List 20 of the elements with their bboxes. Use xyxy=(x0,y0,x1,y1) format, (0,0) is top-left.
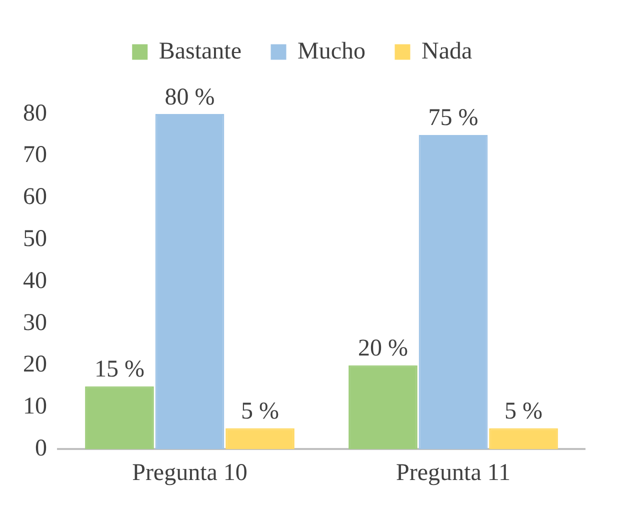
legend-label: Mucho xyxy=(298,38,366,64)
y-tick-label: 50 xyxy=(23,226,47,252)
y-tick-label: 80 xyxy=(23,100,47,126)
data-label: 20 % xyxy=(358,336,408,362)
y-tick-label: 0 xyxy=(35,435,47,462)
data-label: 5 % xyxy=(241,398,280,425)
data-label: 80 % xyxy=(164,84,215,110)
legend-label: Bastante xyxy=(158,38,242,64)
data-label: 5 % xyxy=(504,398,543,425)
y-tick-label: 10 xyxy=(23,394,47,420)
y-tick-label: 60 xyxy=(23,184,47,210)
legend-label: Nada xyxy=(422,38,472,64)
y-tick-label: 40 xyxy=(23,268,47,294)
x-tick-label: Pregunta 11 xyxy=(396,460,510,486)
y-tick-label: 30 xyxy=(23,310,47,336)
y-tick-label: 20 xyxy=(23,352,47,378)
data-label: 15 % xyxy=(94,356,144,383)
x-tick-label: Pregunta 10 xyxy=(132,460,248,486)
data-label: 75 % xyxy=(428,105,478,132)
y-tick-label: 70 xyxy=(23,142,47,168)
